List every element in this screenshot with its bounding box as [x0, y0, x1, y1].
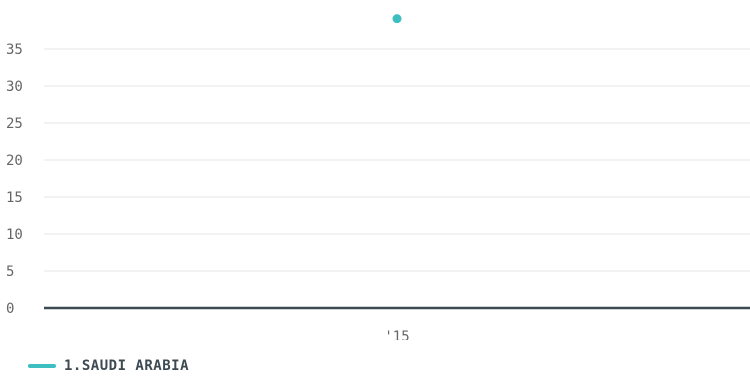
y-tick-label: 15 — [6, 190, 23, 206]
y-tick-label: 0 — [6, 301, 14, 317]
grid — [44, 48, 750, 272]
legend: 1.SAUDI ARABIA — [28, 358, 189, 374]
chart: 0 5 10 15 20 25 30 35 '15 — [6, 14, 750, 340]
data-points — [392, 14, 402, 24]
legend-swatch — [28, 364, 56, 368]
data-point[interactable] — [392, 14, 402, 24]
y-tick-label: 20 — [6, 153, 23, 169]
y-tick-label: 5 — [6, 264, 14, 280]
y-tick-label: 10 — [6, 227, 23, 243]
x-axis-ticks: '15 — [384, 329, 409, 340]
legend-label-saudi-arabia: 1.SAUDI ARABIA — [64, 358, 190, 374]
y-tick-label: 30 — [6, 79, 23, 95]
y-axis-ticks: 0 5 10 15 20 25 30 35 — [6, 42, 23, 317]
y-tick-label: 35 — [6, 42, 23, 58]
x-tick-label: '15 — [384, 329, 409, 340]
y-tick-label: 25 — [6, 116, 23, 132]
